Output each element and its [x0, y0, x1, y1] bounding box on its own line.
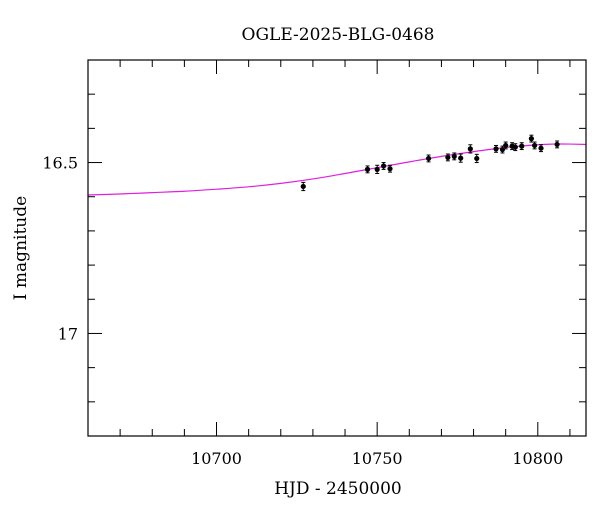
data-point — [380, 162, 387, 170]
axis-tick-labels: 10700 10750 10800 16.5 17 — [42, 154, 563, 468]
data-point — [512, 143, 518, 152]
data-point — [374, 164, 380, 174]
data-point — [300, 181, 306, 192]
chart-title: OGLE-2025-BLG-0468 — [242, 25, 435, 45]
data-point — [445, 153, 451, 162]
data-point — [425, 154, 432, 163]
data-point — [499, 145, 506, 154]
x-tick-label: 10800 — [512, 449, 563, 468]
x-axis-label: HJD - 2450000 — [274, 479, 402, 499]
data-point — [528, 134, 534, 143]
y-tick-label: 16.5 — [42, 154, 78, 173]
data-point — [364, 165, 371, 174]
data-point — [474, 153, 480, 164]
data-point — [493, 144, 499, 153]
data-point — [458, 153, 464, 163]
y-axis-label: I magnitude — [11, 196, 31, 300]
model-curve — [87, 143, 587, 196]
axis-ticks — [87, 59, 586, 437]
y-tick-label: 17 — [58, 324, 78, 343]
data-point — [519, 142, 525, 151]
data-points — [300, 134, 560, 192]
data-point — [467, 144, 473, 154]
plot-frame — [87, 59, 587, 437]
data-point — [503, 141, 509, 150]
data-point — [531, 141, 538, 150]
data-point — [387, 164, 393, 173]
data-point — [554, 140, 560, 149]
data-point — [538, 144, 544, 153]
x-tick-label: 10700 — [191, 449, 242, 468]
x-tick-label: 10750 — [352, 449, 403, 468]
data-point — [451, 152, 457, 161]
